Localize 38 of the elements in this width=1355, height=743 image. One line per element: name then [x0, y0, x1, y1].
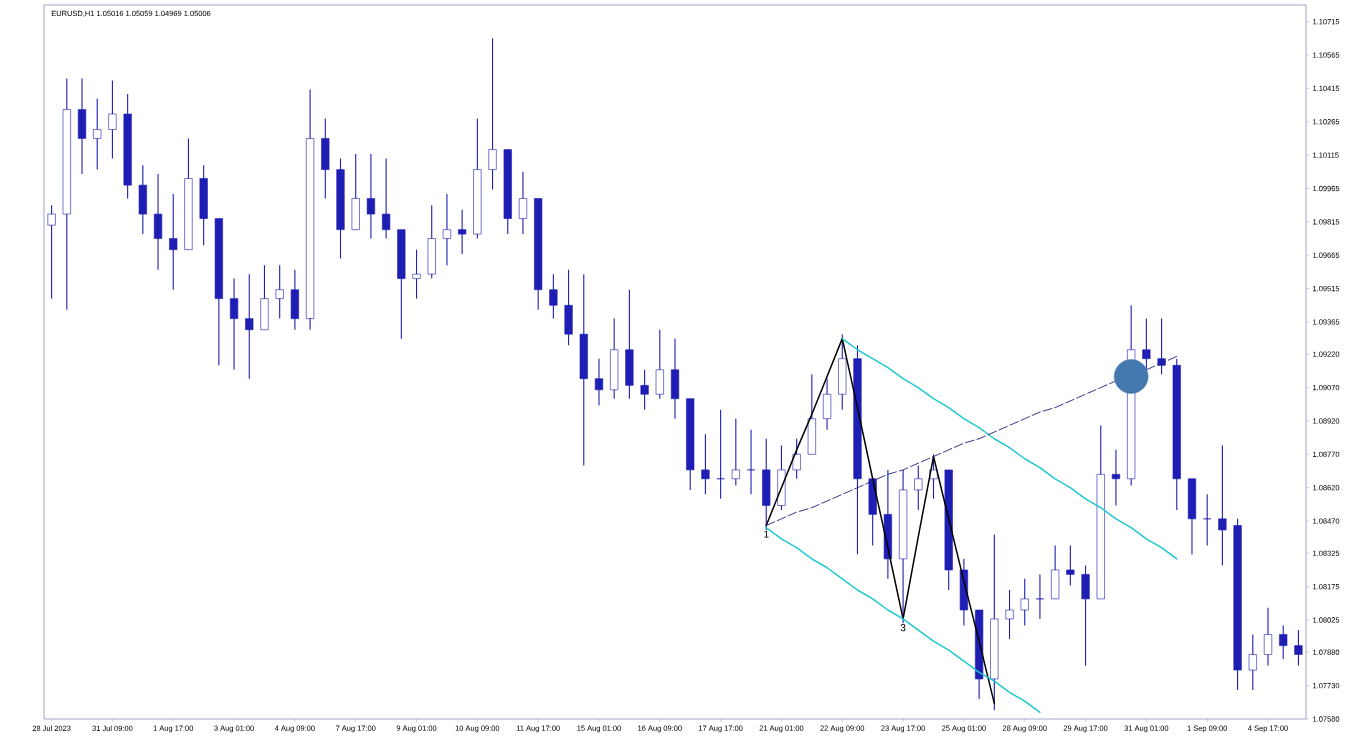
candlestick [382, 157, 391, 240]
candlestick [275, 264, 284, 320]
candlestick [640, 369, 649, 411]
candlestick [1035, 573, 1045, 620]
candlestick [229, 278, 239, 371]
candlestick [1157, 318, 1166, 375]
line-series [841, 337, 1178, 560]
candlestick [108, 80, 117, 160]
candlestick [1294, 629, 1303, 667]
candlestick [594, 358, 604, 406]
candlestick [1020, 578, 1029, 627]
candlestick [47, 204, 56, 300]
candlestick [169, 193, 178, 291]
candlestick [1066, 544, 1075, 587]
line-series [765, 337, 996, 705]
candlestick [458, 209, 467, 255]
candlestick [245, 273, 254, 380]
candlestick [792, 438, 801, 480]
candlestick [1005, 589, 1014, 640]
candlestick [1279, 625, 1288, 660]
candlestick [1263, 607, 1273, 667]
candlestick [1111, 449, 1121, 507]
candlestick [1218, 444, 1227, 567]
candlestick [442, 193, 452, 266]
candlestick [1248, 633, 1257, 691]
candlestick [701, 433, 710, 495]
candlestick [412, 249, 421, 300]
candlestick [914, 464, 923, 511]
candlestick [549, 273, 558, 320]
line-series [765, 526, 1041, 714]
annotation: 1 [764, 530, 769, 538]
candlestick [746, 429, 756, 495]
candlestick [518, 171, 528, 235]
candlestick [366, 153, 376, 240]
candlestick [93, 97, 102, 171]
annotation: 3 [900, 624, 906, 632]
candlestick [731, 418, 740, 486]
candlestick [488, 37, 497, 191]
